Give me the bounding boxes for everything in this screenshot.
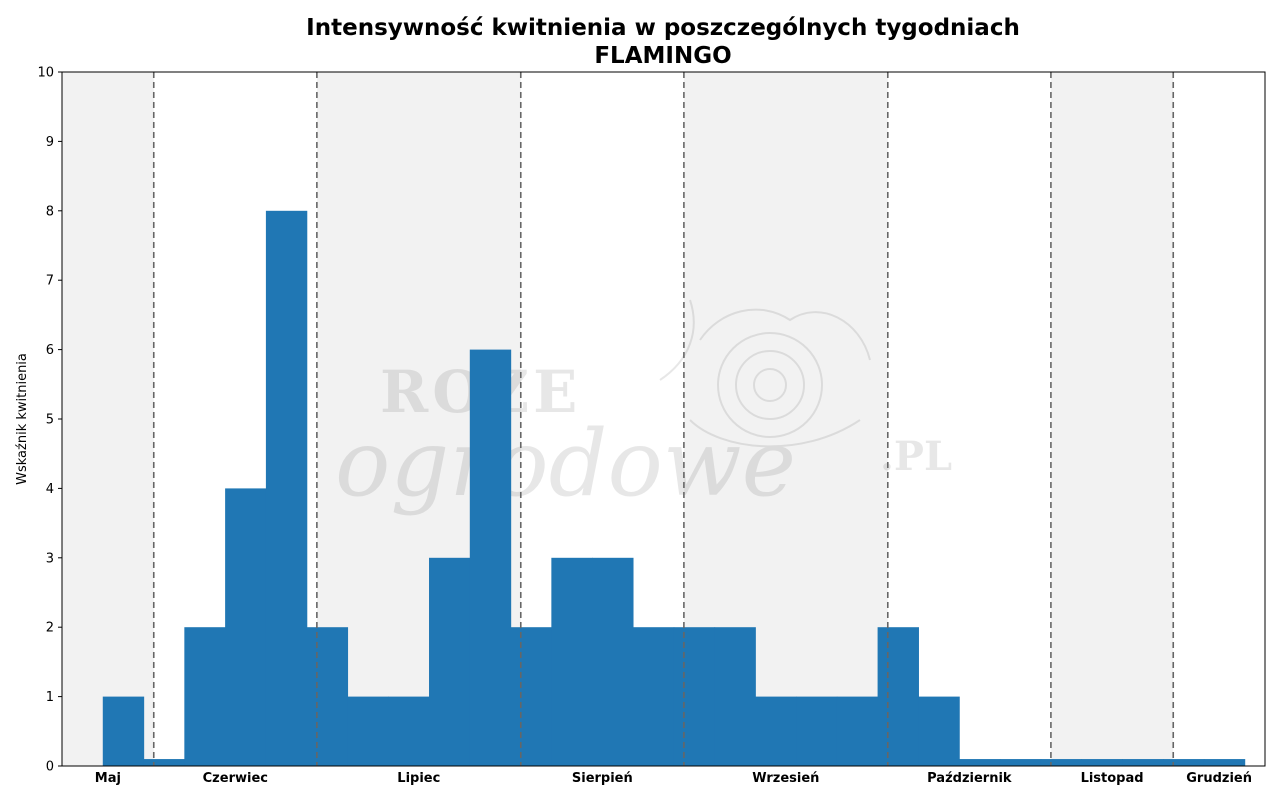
bar-week-27 bbox=[1163, 759, 1205, 766]
bar-week-3 bbox=[184, 627, 226, 766]
month-label-6: Listopad bbox=[1081, 771, 1144, 786]
bar-week-25 bbox=[1081, 759, 1123, 766]
y-tick-label-2: 2 bbox=[46, 621, 54, 636]
y-axis-label: Wskaźnik kwitnienia bbox=[15, 353, 30, 485]
bar-week-24 bbox=[1040, 759, 1083, 766]
watermark-logo: ROZE ogrodowe .PL bbox=[335, 299, 952, 517]
month-label-7: Grudzień bbox=[1186, 771, 1252, 786]
month-label-5: Październik bbox=[927, 771, 1012, 786]
month-label-2: Lipiec bbox=[397, 771, 440, 786]
bar-week-21 bbox=[918, 696, 960, 766]
bar-week-23 bbox=[999, 759, 1042, 766]
month-label-4: Wrzesień bbox=[752, 771, 819, 786]
y-tick-label-0: 0 bbox=[46, 760, 54, 775]
bar-week-17 bbox=[755, 696, 797, 766]
y-tick-label-6: 6 bbox=[46, 343, 54, 358]
y-tick-label-7: 7 bbox=[46, 274, 54, 289]
bar-week-12 bbox=[551, 557, 593, 766]
watermark-text-line3: .PL bbox=[880, 433, 952, 480]
y-tick-label-9: 9 bbox=[46, 135, 54, 150]
bar-week-14 bbox=[632, 627, 675, 766]
bar-week-11 bbox=[510, 627, 552, 766]
y-tick-label-1: 1 bbox=[46, 690, 54, 705]
month-band-0 bbox=[62, 72, 154, 766]
y-tick-label-4: 4 bbox=[46, 482, 54, 497]
bar-week-8 bbox=[388, 696, 430, 766]
month-label-3: Sierpień bbox=[572, 771, 633, 786]
watermark-text-line2: ogrodowe bbox=[335, 410, 796, 517]
bar-week-22 bbox=[959, 759, 1001, 766]
month-label-1: Czerwiec bbox=[203, 771, 268, 786]
bar-week-20 bbox=[877, 627, 919, 766]
y-axis: 0 1 2 3 4 5 6 7 8 9 10 bbox=[37, 66, 62, 775]
bar-week-7 bbox=[347, 696, 389, 766]
bar-week-15 bbox=[673, 627, 716, 766]
month-band-6 bbox=[1050, 72, 1174, 766]
bar-week-1 bbox=[102, 696, 145, 766]
bar-week-13 bbox=[592, 557, 634, 766]
bar-week-6 bbox=[306, 627, 349, 766]
bars bbox=[102, 210, 1246, 767]
y-tick-label-3: 3 bbox=[46, 551, 54, 566]
y-tick-label-10: 10 bbox=[37, 66, 54, 81]
month-dividers bbox=[152, 72, 1175, 766]
bar-week-2 bbox=[143, 759, 185, 766]
y-tick-label-8: 8 bbox=[46, 204, 54, 219]
plot-frame bbox=[61, 71, 1266, 767]
chart-subtitle: FLAMINGO bbox=[594, 43, 731, 69]
bar-week-10 bbox=[469, 349, 512, 766]
bar-week-9 bbox=[429, 557, 471, 766]
bar-week-19 bbox=[836, 696, 879, 766]
x-axis-month-labels: Maj Czerwiec Lipiec Sierpień Wrzesień Paździe… bbox=[95, 771, 1252, 786]
chart-title: Intensywność kwitnienia w poszczególnych… bbox=[306, 15, 1020, 41]
bar-week-26 bbox=[1122, 759, 1164, 766]
bar-week-16 bbox=[714, 627, 756, 766]
month-label-0: Maj bbox=[95, 771, 121, 786]
watermark-rose-icon bbox=[659, 299, 871, 448]
bar-week-28 bbox=[1203, 759, 1246, 766]
bar-week-5 bbox=[265, 210, 308, 767]
bar-week-4 bbox=[225, 488, 267, 766]
y-tick-label-5: 5 bbox=[46, 413, 54, 428]
bar-week-18 bbox=[796, 696, 838, 766]
